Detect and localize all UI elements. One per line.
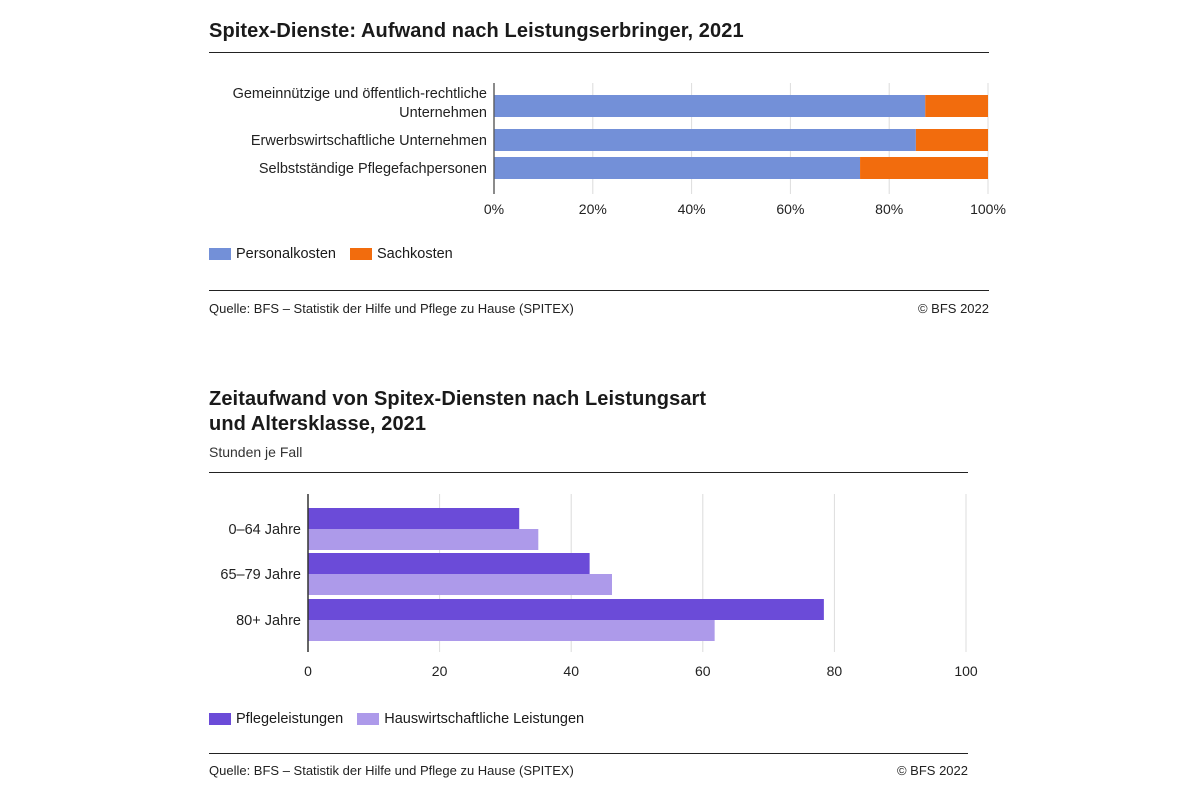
chart1-title: Spitex-Dienste: Aufwand nach Leistungser…	[209, 20, 744, 42]
chart1-bar-sachkosten-2	[860, 157, 988, 179]
chart2-xtick-label-5: 100	[954, 663, 978, 679]
chart2-legend-item-hauswirtschaftliche: Hauswirtschaftliche Leistungen	[357, 711, 584, 727]
chart2-xtick-label-1: 20	[432, 663, 448, 679]
chart2-subtitle: Stunden je Fall	[209, 444, 303, 460]
chart1-source: Quelle: BFS – Statistik der Hilfe und Pf…	[209, 301, 574, 316]
chart1-legend: Personalkosten Sachkosten	[209, 246, 467, 262]
chart1-bar-personalkosten-1	[494, 129, 916, 151]
chart2-xtick-label-4: 80	[827, 663, 843, 679]
chart2-title-rule	[209, 472, 968, 473]
chart2-xtick-label-0: 0	[304, 663, 312, 679]
chart2-legend-item-pflegeleistungen: Pflegeleistungen	[209, 711, 343, 727]
chart1-title-rule	[209, 52, 989, 53]
chart2-legend-swatch-hauswirtschaftliche	[357, 713, 380, 725]
chart1-category-label-0-line-0: Gemeinnützige und öffentlich-rechtliche	[233, 86, 487, 102]
chart2-xtick-label-3: 60	[695, 663, 711, 679]
chart2-legend: Pflegeleistungen Hauswirtschaftliche Lei…	[209, 711, 598, 727]
chart1-legend-swatch-personalkosten	[209, 248, 231, 260]
chart1-xtick-label-2: 40%	[678, 201, 706, 217]
chart1-bar-personalkosten-2	[494, 157, 861, 179]
chart2-bar-hauswirtschaftliche-leistungen-0	[308, 529, 539, 550]
chart2-source: Quelle: BFS – Statistik der Hilfe und Pf…	[209, 763, 574, 778]
chart1-xtick-label-0: 0%	[484, 201, 504, 217]
chart1-category-label-2: Selbstständige Pflegefachpersonen	[259, 161, 487, 177]
chart2-legend-label-hauswirtschaftliche: Hauswirtschaftliche Leistungen	[384, 711, 585, 727]
chart1-bar-personalkosten-0	[494, 95, 926, 117]
chart1-xtick-label-4: 80%	[875, 201, 903, 217]
chart1-xtick-label-5: 100%	[970, 201, 1006, 217]
chart1-source-rule	[209, 290, 989, 291]
chart2-legend-label-pflegeleistungen: Pflegeleistungen	[236, 711, 344, 727]
chart2-legend-swatch-pflegeleistungen	[209, 713, 231, 725]
chart2-source-rule	[209, 753, 968, 754]
chart1-xtick-label-3: 60%	[776, 201, 804, 217]
chart2-bar-pflegeleistungen-0	[308, 508, 520, 529]
chart2-title-line1: Zeitaufwand von Spitex-Diensten nach Lei…	[209, 388, 707, 410]
chart2-category-label-2: 80+ Jahre	[236, 613, 301, 629]
chart2-plot: 0 20 40 60 80 100 0–64 Jahre 65–79 Jahre 80+ Jah…	[220, 494, 978, 679]
chart2-copyright: © BFS 2022	[896, 763, 968, 778]
chart2-category-label-0: 0–64 Jahre	[228, 522, 301, 538]
chart1-legend-label-personalkosten: Personalkosten	[236, 246, 336, 262]
chart2-title-line2: und Altersklasse, 2021	[209, 413, 427, 435]
chart1-legend-item-personalkosten: Personalkosten	[209, 246, 336, 262]
chart2-bar-hauswirtschaftliche-leistungen-1	[308, 574, 612, 595]
chart1-xtick-label-1: 20%	[579, 201, 607, 217]
chart1-legend-label-sachkosten: Sachkosten	[376, 246, 453, 262]
chart2-category-label-1: 65–79 Jahre	[220, 567, 301, 583]
chart1-copyright: © BFS 2022	[917, 301, 989, 316]
chart2-bar-pflegeleistungen-2	[308, 599, 824, 620]
chart2-bar-hauswirtschaftliche-leistungen-2	[308, 620, 715, 641]
chart2-bar-pflegeleistungen-1	[308, 553, 590, 574]
chart1-bar-sachkosten-0	[925, 95, 988, 117]
chart1-legend-item-sachkosten: Sachkosten	[349, 246, 453, 262]
chart1-category-label-0-line-1: Unternehmen	[399, 105, 487, 121]
chart1-legend-swatch-sachkosten	[349, 248, 372, 260]
chart1-bar-sachkosten-1	[915, 129, 988, 151]
chart2-xtick-label-2: 40	[563, 663, 579, 679]
chart1-category-label-1: Erwerbswirtschaftliche Unternehmen	[251, 133, 487, 149]
chart1-plot: 0% 20% 40% 60% 80% 100% Gemeinnützige und öffe…	[233, 83, 1006, 217]
